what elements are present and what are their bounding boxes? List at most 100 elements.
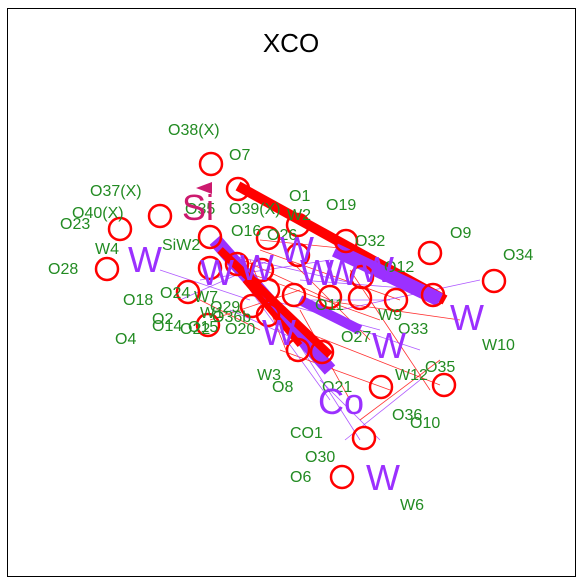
node-label: W7 (194, 289, 218, 306)
metal-label: W (262, 312, 296, 353)
node-label: O1 (289, 188, 310, 205)
node-label: O14 (152, 318, 182, 335)
oxygen-node (255, 302, 281, 328)
metal-label: W (450, 297, 484, 338)
node-label: O27 (341, 329, 371, 346)
oxygen-node (368, 374, 394, 400)
node-label: CO1 (290, 425, 323, 442)
metal-label: W (200, 252, 234, 293)
bond-line-thin (159, 269, 251, 301)
node-label: O35 (185, 201, 215, 218)
metal-label: W (300, 252, 334, 293)
node-label: O6 (290, 469, 311, 486)
oxygen-node (285, 242, 311, 268)
oxygen-node (225, 176, 251, 202)
bond-line-thin (239, 269, 381, 321)
node-label: O22 (180, 321, 210, 338)
node-label: O30 (305, 449, 335, 466)
metal-label: Si (182, 187, 214, 228)
bond-line-thin (229, 254, 361, 286)
bond-line-thin (259, 249, 401, 301)
node-label: O40(X) (72, 205, 124, 222)
oxygen-node (333, 228, 359, 254)
oxygen-node (285, 212, 311, 238)
oxygen-node (197, 224, 223, 250)
node-label: O19 (326, 197, 356, 214)
node-label: O34 (503, 247, 533, 264)
node-label: O8 (272, 379, 293, 396)
node-label: O11 (315, 297, 344, 314)
bond-line-thin (209, 289, 301, 321)
node-label: O32 (355, 233, 385, 250)
oxygen-node (255, 277, 281, 303)
node-label: O29 (210, 299, 240, 316)
node-label: W2 (287, 207, 311, 224)
oxygen-node (329, 464, 355, 490)
oxygen-node (147, 203, 173, 229)
node-label: W1 (200, 305, 224, 322)
node-label: O26 (267, 227, 297, 244)
node-label: O21 (322, 379, 352, 396)
metal-label: W (325, 252, 359, 293)
bond-line-thin (199, 259, 331, 281)
metal-label: W (128, 239, 162, 280)
node-label: O2 (152, 311, 173, 328)
node-label: O24 (160, 285, 190, 302)
plot-title: XCO (263, 28, 319, 58)
node-label: O23 (60, 216, 90, 233)
oxygen-node (255, 225, 281, 251)
bond-line-thin (339, 279, 481, 311)
oxygen-node (198, 151, 224, 177)
oxygen-node (195, 312, 221, 338)
oxygen-node (285, 337, 311, 363)
bond-line-thick (217, 247, 333, 358)
bond-line-thin (349, 269, 431, 391)
node-label: O4 (115, 331, 136, 348)
bond-line-thin (199, 299, 261, 331)
node-label: O20 (225, 321, 255, 338)
oxygen-node (349, 264, 375, 290)
node-label: O9 (450, 225, 471, 242)
oxygen-node (197, 255, 223, 281)
oxygen-node (481, 268, 507, 294)
oxygen-node (175, 279, 201, 305)
node-label: O7 (229, 147, 250, 164)
oxygen-node (224, 251, 250, 277)
oxygen-node (281, 282, 307, 308)
oxygen-node (351, 425, 377, 451)
node-label: SiW2 (162, 237, 200, 254)
oxygen-node (431, 372, 457, 398)
bond-line-thick (297, 295, 363, 335)
node-label: O38(X) (168, 122, 220, 139)
oxygen-node (420, 282, 446, 308)
node-label: W6 (400, 497, 424, 514)
node-label: O39(X) (229, 201, 281, 218)
node-label: O12 (384, 259, 414, 276)
bond-line-thin (179, 259, 271, 301)
node-label: O36 (392, 407, 422, 424)
node-label: O37(X) (90, 183, 142, 200)
bond-line-thin (299, 329, 441, 386)
metal-label: W (280, 229, 314, 270)
node-label: W4 (95, 241, 119, 258)
metal-label: W (360, 249, 394, 290)
node-label: O16 (231, 223, 261, 240)
oxygen-node (107, 216, 133, 242)
node-label: O35 (425, 359, 455, 376)
node-label: O10 (410, 415, 440, 432)
oxygen-node (309, 339, 335, 365)
oxygen-node (94, 256, 120, 282)
node-label: O36b (212, 309, 251, 326)
metal-label: Co (318, 381, 364, 422)
oxygen-node (317, 284, 343, 310)
metal-label: W (366, 457, 400, 498)
node-label: W10 (482, 337, 515, 354)
oxygen-node (417, 240, 443, 266)
node-label: W3 (257, 367, 281, 384)
node-label: O18 (123, 292, 153, 309)
bond-line-thick (242, 278, 303, 347)
node-label: O28 (48, 261, 78, 278)
metal-label: W (372, 325, 406, 366)
bond-line-thin (359, 359, 441, 421)
